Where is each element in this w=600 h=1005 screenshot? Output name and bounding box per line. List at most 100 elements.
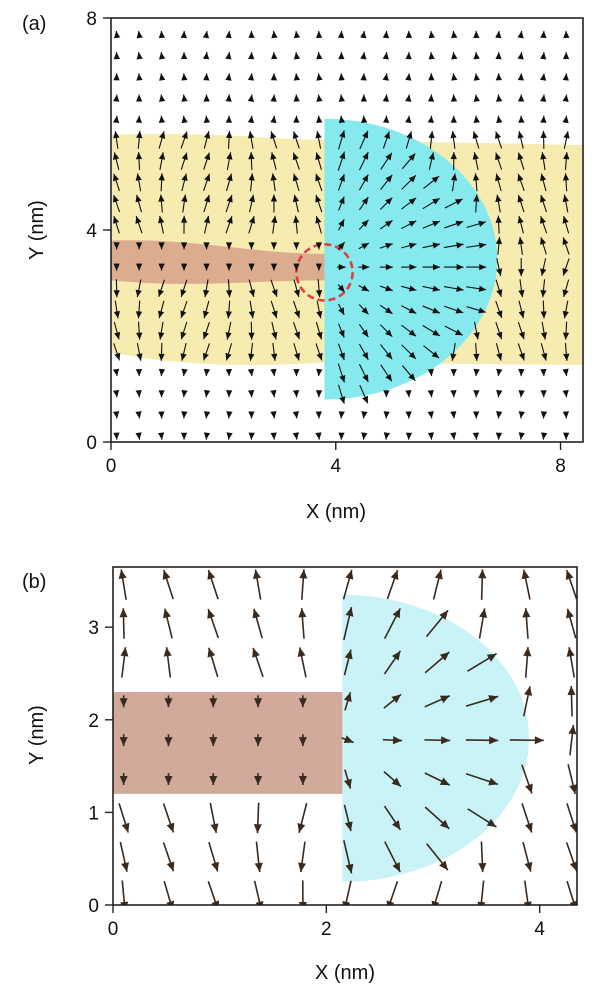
field-arrow-head (270, 263, 278, 271)
field-arrow-head (316, 331, 323, 340)
field-arrow-head (226, 152, 233, 160)
field-arrow-head (541, 432, 548, 440)
field-arrow-head (344, 649, 353, 660)
field-arrow-head (486, 818, 497, 828)
field-arrow-head (207, 570, 216, 580)
field-arrow-head (225, 30, 232, 39)
field-arrow-head (316, 73, 323, 81)
field-arrow-head (158, 242, 165, 250)
field-arrow-head (431, 351, 440, 359)
field-arrow-head (473, 332, 480, 340)
field-arrow-head (428, 30, 435, 39)
field-arrow-head (488, 777, 499, 786)
field-arrow-head (254, 698, 263, 708)
field-arrow-head (225, 73, 232, 81)
field-arrow-head (158, 94, 166, 102)
field-arrow-head (382, 52, 389, 60)
field-arrow-head (315, 411, 322, 419)
field-arrow-head (342, 900, 351, 905)
field-arrow-head (226, 194, 233, 203)
field-arrow-head (158, 115, 166, 123)
field-arrow-head (316, 352, 323, 361)
field-arrow-head (473, 411, 480, 419)
field-arrow-head (271, 30, 278, 39)
field-arrow-head (568, 724, 577, 735)
field-arrow-head (451, 52, 458, 60)
field-arrow-head (562, 52, 570, 60)
field-arrow-head (496, 310, 503, 318)
field-arrow-head (315, 131, 322, 139)
field-arrow-head (540, 194, 547, 203)
field-arrow-head (518, 352, 525, 361)
field-arrow-head (432, 307, 440, 314)
field-arrow-head (450, 115, 457, 123)
field-arrow-head (450, 411, 457, 419)
field-arrow-head (294, 310, 301, 319)
field-arrow-head (113, 263, 120, 271)
field-arrow-head (337, 30, 345, 39)
field-arrow-head (163, 608, 171, 619)
field-arrow-head (385, 174, 393, 183)
field-arrow-head (496, 411, 503, 419)
field-arrow-head (496, 389, 503, 398)
field-arrow-head (270, 411, 277, 419)
field-arrow-shaft (433, 880, 443, 905)
field-arrow-head (439, 651, 450, 661)
field-arrow-head (563, 30, 570, 39)
field-arrow-head (472, 432, 480, 440)
field-arrow-head (271, 310, 278, 319)
field-arrow-head (252, 647, 260, 658)
field-arrow-head (428, 52, 435, 60)
field-arrow-head (456, 263, 464, 271)
field-arrow-head (136, 130, 143, 139)
field-arrow-head (158, 215, 165, 224)
field-arrow-head (540, 52, 547, 60)
field-arrow-head (540, 152, 547, 160)
field-arrow-head (298, 776, 307, 786)
field-arrow-head (344, 778, 352, 789)
field-arrow-head (439, 610, 449, 620)
field-arrow-head (562, 310, 569, 319)
field-arrow-head (408, 220, 417, 227)
field-arrow-head (432, 198, 440, 205)
field-arrow-head (181, 94, 188, 102)
field-arrow-head (204, 173, 211, 182)
field-arrow-head (540, 311, 547, 319)
field-arrow-head (478, 307, 486, 314)
field-arrow-head (204, 194, 211, 203)
y-tick-label: 2 (88, 711, 99, 732)
field-arrow-head (450, 390, 457, 398)
field-arrow-head (270, 242, 278, 250)
field-arrow-head (270, 432, 277, 440)
field-arrow-head (270, 131, 277, 139)
field-arrow-head (486, 653, 497, 662)
field-arrow-head (569, 900, 577, 905)
field-arrow-head (495, 30, 502, 39)
field-arrow-head (496, 353, 503, 361)
field-arrow-head (119, 776, 128, 786)
field-arrow-head (361, 219, 369, 228)
field-arrow-head (121, 822, 130, 833)
field-arrow-head (338, 307, 345, 316)
field-arrow-head (472, 173, 480, 181)
panel-a-arrows (112, 30, 570, 440)
field-arrow-head (135, 368, 143, 377)
field-arrow-head (225, 242, 233, 250)
field-arrow-head (525, 783, 533, 794)
field-arrow-head (158, 173, 165, 181)
field-arrow-head (181, 152, 188, 161)
field-arrow-head (563, 152, 570, 160)
field-arrow-head (540, 94, 547, 102)
y-tick-label: 0 (86, 433, 97, 454)
vortex-string-region (111, 240, 325, 284)
field-arrow-head (566, 647, 575, 657)
field-arrow-shaft (480, 880, 485, 905)
panel-a-label: (a) (22, 13, 46, 35)
field-arrow-head (293, 289, 300, 297)
field-arrow-head (164, 776, 173, 786)
field-arrow-head (405, 52, 412, 60)
field-arrow-head (361, 307, 369, 315)
field-arrow-head (563, 432, 570, 440)
field-arrow-head (339, 130, 346, 138)
field-arrow-head (254, 776, 263, 786)
